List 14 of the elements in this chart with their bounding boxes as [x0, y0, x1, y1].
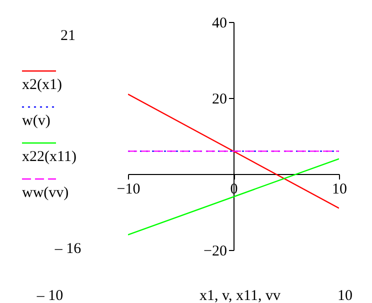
- text: – 16: [54, 241, 82, 257]
- text: 10: [338, 288, 352, 303]
- x-tick-label: 10: [332, 182, 347, 198]
- y-tick-label: 40: [212, 16, 227, 32]
- legend-label: w(v): [22, 113, 50, 129]
- legend-label: x2(x1): [22, 77, 62, 93]
- y-tick-label: 20: [212, 92, 227, 108]
- legend-label: x22(x11): [22, 149, 76, 165]
- text: – 10: [36, 288, 64, 303]
- text: 21: [60, 28, 76, 44]
- legend-label: ww(vv): [22, 185, 69, 201]
- x-axis-title: x1, v, x11, vv: [200, 288, 281, 303]
- x-tick-label: −10: [116, 182, 140, 198]
- y-tick-label: −20: [204, 244, 227, 260]
